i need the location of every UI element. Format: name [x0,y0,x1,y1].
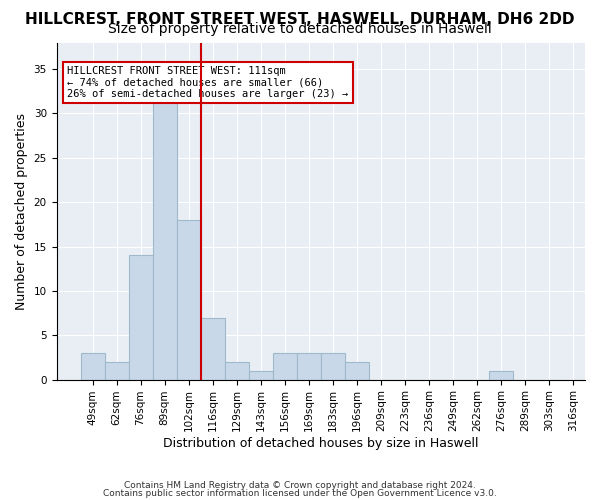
Bar [176,220,200,380]
Bar [489,370,513,380]
X-axis label: Distribution of detached houses by size in Haswell: Distribution of detached houses by size … [163,437,479,450]
Bar [297,353,321,380]
Bar [345,362,369,380]
Bar [273,353,297,380]
Bar [248,370,273,380]
Bar [80,353,104,380]
Text: HILLCREST FRONT STREET WEST: 111sqm
← 74% of detached houses are smaller (66)
26: HILLCREST FRONT STREET WEST: 111sqm ← 74… [67,66,349,100]
Bar [152,87,176,380]
Text: Contains HM Land Registry data © Crown copyright and database right 2024.: Contains HM Land Registry data © Crown c… [124,481,476,490]
Y-axis label: Number of detached properties: Number of detached properties [15,112,28,310]
Text: Contains public sector information licensed under the Open Government Licence v3: Contains public sector information licen… [103,488,497,498]
Bar [104,362,128,380]
Bar [321,353,345,380]
Bar [200,318,224,380]
Text: Size of property relative to detached houses in Haswell: Size of property relative to detached ho… [108,22,492,36]
Bar [128,256,152,380]
Bar [224,362,248,380]
Text: HILLCREST, FRONT STREET WEST, HASWELL, DURHAM, DH6 2DD: HILLCREST, FRONT STREET WEST, HASWELL, D… [25,12,575,28]
